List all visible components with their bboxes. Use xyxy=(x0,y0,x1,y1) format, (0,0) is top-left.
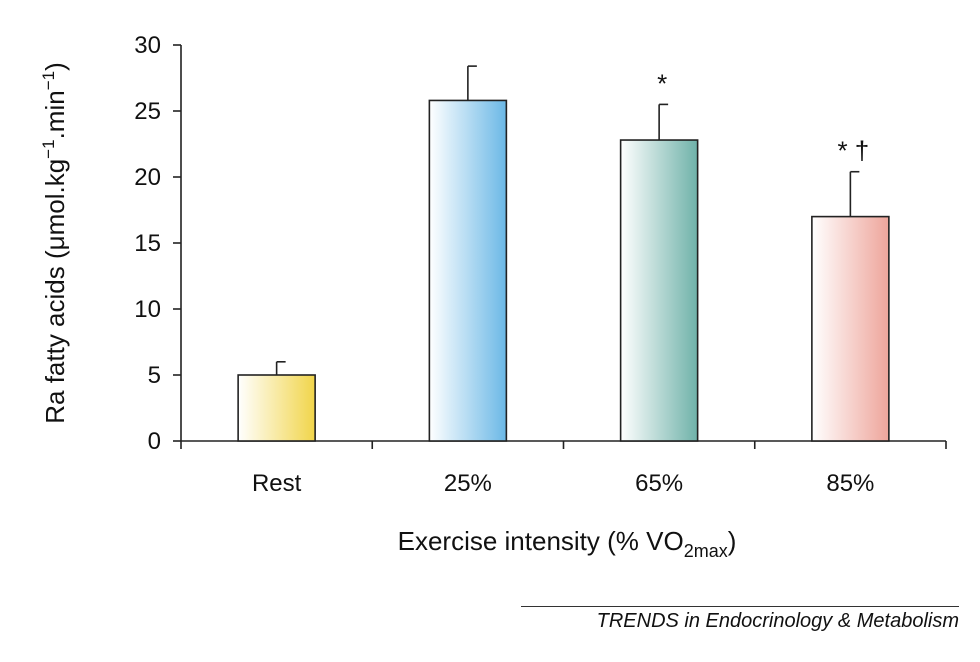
y-axis: 0 5 10 15 20 25 30 xyxy=(134,32,182,455)
y-tick-label: 20 xyxy=(134,164,161,191)
bar-Rest xyxy=(237,374,316,442)
bar-65% xyxy=(619,139,699,442)
y-tick-label: 30 xyxy=(134,32,161,59)
bar-85% xyxy=(811,215,890,442)
y-tick-label: 10 xyxy=(134,296,161,323)
y-tick-label: 25 xyxy=(134,98,161,125)
y-tick-label: 15 xyxy=(134,230,161,257)
significance-mark: * xyxy=(657,68,667,98)
bar-25% xyxy=(428,99,508,442)
x-tick-label: 25% xyxy=(444,470,492,497)
significance-mark: * † xyxy=(837,136,869,166)
x-tick-label: 65% xyxy=(635,470,683,497)
bars: * * † xyxy=(237,65,890,442)
x-tick-label: Rest xyxy=(252,470,302,497)
x-axis-title: Exercise intensity (% VO2max) xyxy=(398,526,737,561)
y-tick-label: 0 xyxy=(148,428,161,455)
x-axis: Rest 25% 65% 85% xyxy=(180,440,947,497)
y-axis-title: Ra fatty acids (μmol.kg−1.min−1) xyxy=(39,62,70,424)
y-tick-label: 5 xyxy=(148,362,161,389)
journal-credit: TRENDS in Endocrinology & Metabolism xyxy=(596,610,959,632)
credit-rule xyxy=(521,606,959,607)
x-tick-label: 85% xyxy=(826,470,874,497)
